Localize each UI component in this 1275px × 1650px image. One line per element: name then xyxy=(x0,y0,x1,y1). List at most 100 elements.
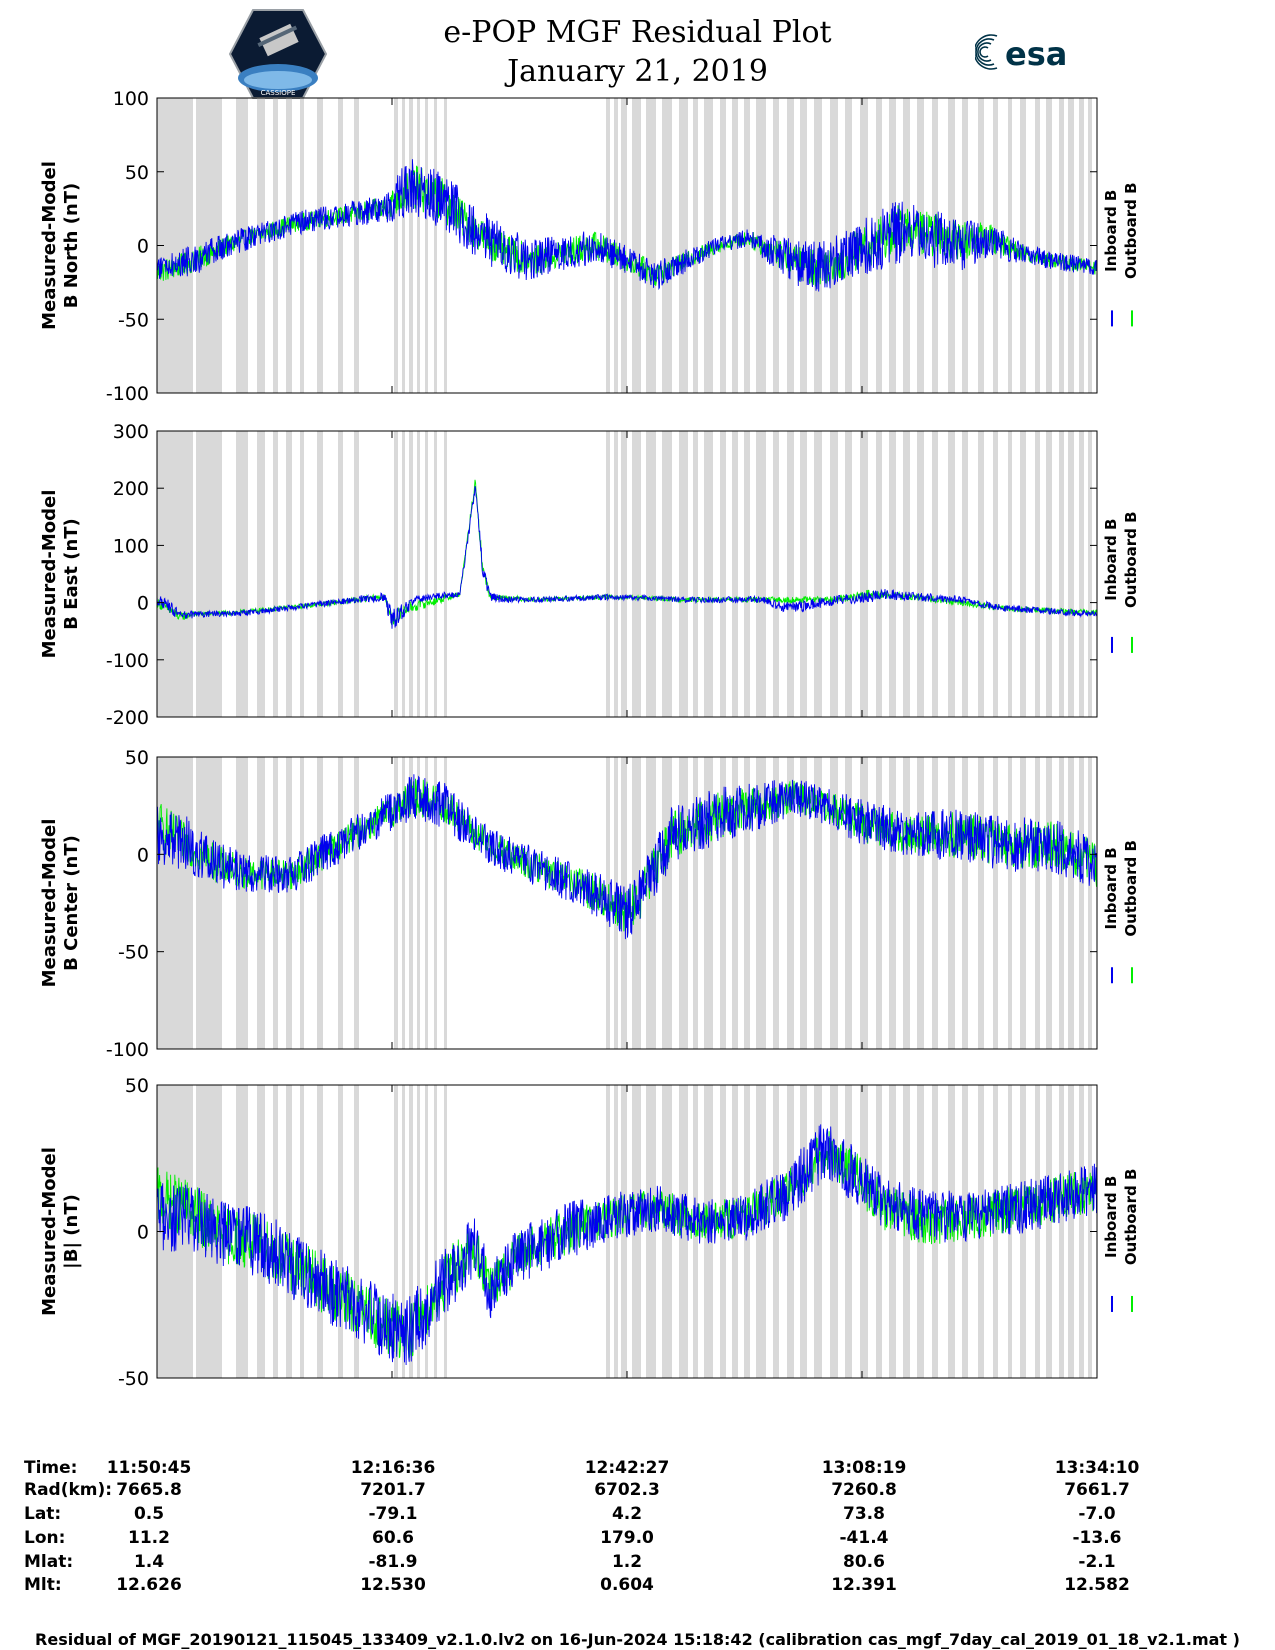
legend-label-inboard: Inboard B xyxy=(1102,847,1120,929)
data-gap-band xyxy=(317,431,323,717)
data-gap-band xyxy=(876,1085,882,1378)
data-gap-band xyxy=(444,98,447,393)
data-gap-band xyxy=(1079,98,1084,393)
info-cell: 0.5 xyxy=(133,1504,165,1524)
esa-logo: esa xyxy=(975,34,1067,73)
data-gap-band xyxy=(814,98,822,393)
data-gap-band xyxy=(425,431,428,717)
info-row-label: Lat: xyxy=(24,1504,62,1524)
data-gap-band xyxy=(286,98,292,393)
chart-b-east: 300 200 100 0 -100 -200 Measured-ModelB East (… xyxy=(39,421,1140,729)
data-gap-band xyxy=(889,431,896,717)
data-gap-band xyxy=(800,1085,807,1378)
data-gap-band xyxy=(978,757,984,1049)
y-tick-label: 50 xyxy=(125,162,149,184)
data-gap-band xyxy=(1068,1085,1074,1378)
info-row-label: Time: xyxy=(24,1458,78,1478)
data-gap-band xyxy=(273,1085,278,1378)
data-gap-band xyxy=(800,757,807,1049)
data-gap-band xyxy=(417,431,420,717)
data-gap-band xyxy=(354,98,359,393)
legend-label-inboard: Inboard B xyxy=(1102,519,1120,601)
data-gap-band xyxy=(1035,757,1040,1049)
data-gap-band xyxy=(621,1085,627,1378)
data-gap-band xyxy=(286,1085,292,1378)
data-gap-band xyxy=(732,431,738,717)
data-gap-band xyxy=(1088,431,1092,717)
info-cell: 1.4 xyxy=(133,1552,165,1572)
info-cell: 80.6 xyxy=(843,1552,885,1572)
y-axis-label-line1: Measured-Model xyxy=(39,819,60,988)
info-cell: 179.0 xyxy=(600,1528,654,1548)
data-gap-band xyxy=(679,1085,688,1378)
data-gap-band xyxy=(720,431,726,717)
info-row-label: Lon: xyxy=(24,1528,66,1548)
y-tick-label: -100 xyxy=(106,650,149,672)
data-gap-band xyxy=(434,757,437,1049)
data-gap-band xyxy=(338,431,343,717)
info-cell: 13:34:10 xyxy=(1054,1458,1140,1478)
data-gap-band xyxy=(787,431,794,717)
y-tick-label: -100 xyxy=(106,383,149,405)
data-gap-band xyxy=(1046,431,1052,717)
data-gap-band xyxy=(917,98,924,393)
series-inboard xyxy=(157,1124,1097,1366)
data-gap-band xyxy=(317,1085,323,1378)
data-gap-band xyxy=(257,98,265,393)
data-gap-band xyxy=(993,757,998,1049)
page-date: January 21, 2019 xyxy=(507,54,768,89)
y-tick-label: -50 xyxy=(118,942,149,964)
info-cell: 7661.7 xyxy=(1064,1480,1130,1500)
data-gap-band xyxy=(662,98,672,393)
data-gap-band xyxy=(962,431,968,717)
info-cell: 12.582 xyxy=(1064,1575,1130,1595)
footer-caption: Residual of MGF_20190121_115045_133409_v… xyxy=(35,1630,1240,1649)
legend-label-outboard: Outboard B xyxy=(1122,840,1140,937)
data-gap-band xyxy=(903,1085,910,1378)
y-axis-label-line2: B Center (nT) xyxy=(61,835,82,971)
data-gap-band xyxy=(800,431,807,717)
data-gap-band xyxy=(903,757,910,1049)
data-gap-band xyxy=(606,431,610,717)
info-cell: -7.0 xyxy=(1078,1504,1116,1524)
data-gap-band xyxy=(1035,431,1040,717)
series-inboard xyxy=(157,485,1097,629)
data-gap-band xyxy=(830,98,838,393)
data-gap-band xyxy=(646,98,656,393)
info-cell: 12.391 xyxy=(831,1575,897,1595)
data-gap-band xyxy=(1020,757,1026,1049)
legend: Inboard B Outboard B xyxy=(1102,840,1140,984)
data-gap-band xyxy=(157,757,193,1049)
data-gap-band xyxy=(402,98,405,393)
data-gap-band xyxy=(889,1085,896,1378)
data-gap-band xyxy=(394,98,398,393)
data-gap-band xyxy=(409,98,413,393)
data-gap-band xyxy=(693,98,698,393)
chart-b-center: 50 0 -50 -100 Measured-ModelB Center (nT) Inb… xyxy=(39,747,1140,1061)
data-gap-band xyxy=(354,757,359,1049)
data-gap-band xyxy=(1046,1085,1052,1378)
info-cell: 12:42:27 xyxy=(584,1458,670,1478)
data-gap-band xyxy=(1035,1085,1040,1378)
data-gap-band xyxy=(434,1085,437,1378)
data-gap-band xyxy=(621,431,627,717)
data-gap-band xyxy=(693,431,698,717)
cassiope-logo: CASSIOPE xyxy=(228,9,328,99)
info-row-label: Rad(km): xyxy=(24,1480,113,1500)
info-cell: 4.2 xyxy=(611,1504,643,1524)
data-gap-band xyxy=(1008,431,1012,717)
data-gap-band xyxy=(236,98,248,393)
data-gap-band xyxy=(409,1085,413,1378)
info-cell: 6702.3 xyxy=(594,1480,660,1500)
data-gap-band xyxy=(338,1085,343,1378)
data-gap-band xyxy=(787,1085,794,1378)
data-gap-band xyxy=(338,757,343,1049)
data-gap-band xyxy=(394,431,398,717)
data-gap-band xyxy=(978,431,984,717)
data-gap-band xyxy=(693,757,698,1049)
data-gap-band xyxy=(425,1085,428,1378)
data-gap-band xyxy=(1035,98,1040,393)
data-gap-band xyxy=(417,757,420,1049)
data-gap-band xyxy=(876,757,882,1049)
